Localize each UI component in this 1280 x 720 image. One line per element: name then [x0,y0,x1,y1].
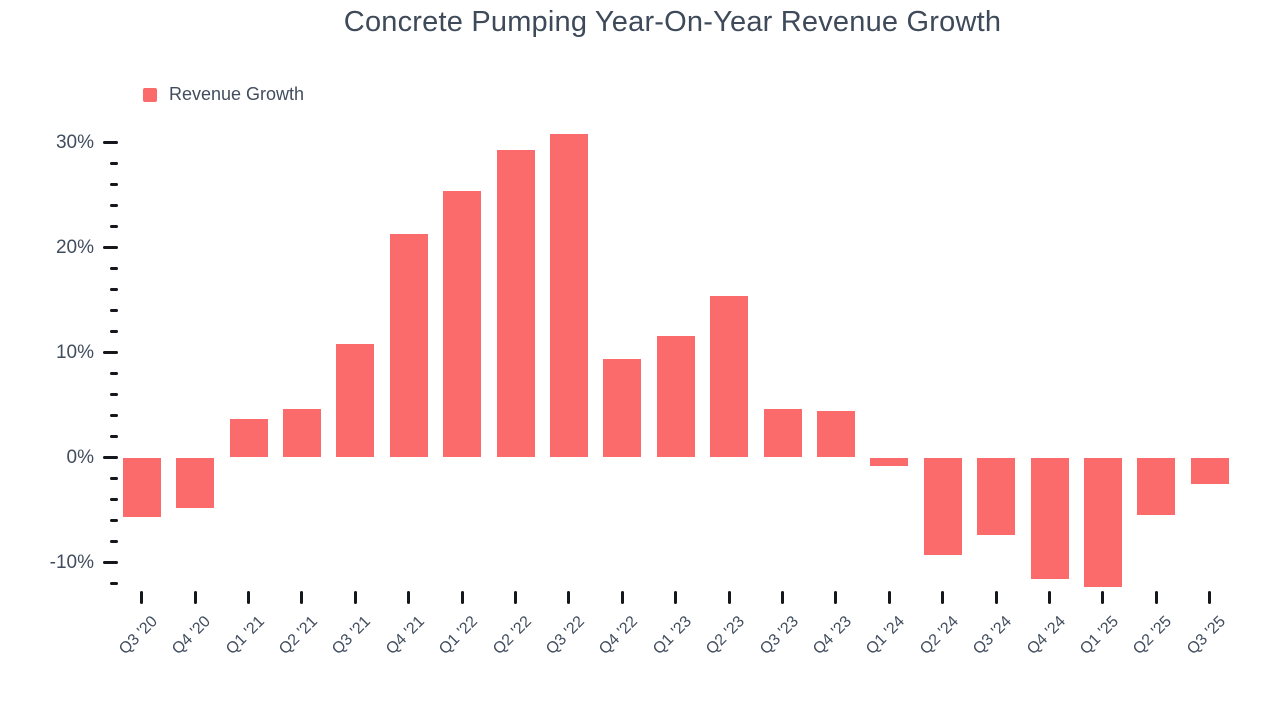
x-axis-tick [781,591,784,604]
x-axis-tick [193,591,197,604]
x-axis-tick-label: Q1 '21 [222,613,268,659]
x-axis-tick-label: Q2 '24 [916,613,962,659]
y-axis-major-tick [103,351,118,354]
x-axis-tick-label: Q4 '23 [809,613,855,659]
x-axis-tick [247,591,250,604]
bar [229,418,268,458]
x-axis-tick-label: Q2 '25 [1130,613,1176,659]
bar [336,344,375,458]
bar [870,457,909,466]
x-axis-tick-label: Q3 '24 [970,613,1016,659]
x-axis-tick-label: Q1 '25 [1076,613,1122,659]
x-axis-tick-label: Q3 '21 [329,613,375,659]
x-axis-tick-label: Q2 '21 [275,613,321,659]
bar [389,233,428,458]
y-axis-minor-tick [110,330,118,333]
x-axis-tick-label: Q4 '21 [382,613,428,659]
x-axis-tick-label: Q4 '22 [596,613,642,659]
y-axis-tick-label: 30% [55,131,94,153]
x-axis-tick [941,591,945,604]
y-axis-tick-label: 20% [55,236,94,258]
x-axis-tick-label: Q4 '24 [1023,613,1069,659]
y-axis-minor-tick [110,498,118,501]
x-axis-tick [1154,591,1158,604]
bar [656,335,695,458]
y-axis-tick-label: -10% [49,551,94,573]
y-axis-minor-tick [110,414,118,417]
x-axis-tick [567,591,571,604]
x-axis-tick-label: Q1 '23 [649,613,695,659]
x-axis-tick-label: Q3 '25 [1183,613,1229,659]
bar [1083,457,1122,587]
bar [1030,457,1069,580]
legend-swatch-icon [143,87,157,102]
y-axis-minor-tick [110,225,118,228]
y-axis-major-tick [103,141,118,144]
legend: Revenue Growth [143,84,304,105]
bar [923,457,962,556]
x-axis-tick-label: Q1 '24 [863,613,909,659]
x-axis-tick [460,591,464,604]
x-axis-tick-label: Q3 '23 [756,613,802,659]
bar [549,134,588,458]
y-axis-minor-tick [110,267,118,270]
x-axis-tick [1101,591,1105,604]
y-axis-minor-tick [110,309,118,312]
y-axis-minor-tick [110,393,118,396]
legend-label: Revenue Growth [169,84,305,104]
bar [122,457,161,518]
y-axis-minor-tick [110,162,118,165]
y-axis-minor-tick [110,288,118,291]
y-axis-minor-tick [110,477,118,480]
y-axis-minor-tick [110,519,118,522]
y-axis-major-tick [103,561,118,564]
y-axis-tick-label: 0% [66,446,94,468]
x-axis-tick [1048,591,1051,604]
x-axis-tick [300,591,304,604]
bar [710,295,749,458]
x-axis-tick [407,591,411,604]
x-axis-tick-label: Q1 '22 [436,613,482,659]
chart-title: Concrete Pumping Year-On-Year Revenue Gr… [343,6,1002,38]
x-axis-tick [1208,591,1212,604]
x-axis-tick [674,591,678,604]
y-axis-minor-tick [110,435,118,438]
x-axis-tick [887,591,891,604]
x-axis-tick [514,591,517,604]
x-axis-tick [140,591,144,604]
x-axis-tick [994,591,998,604]
x-axis-tick-label: Q2 '22 [489,613,535,659]
x-axis-tick [727,591,731,604]
bar [1190,457,1229,484]
y-axis-minor-tick [110,540,118,543]
y-axis-major-tick [103,456,118,459]
y-axis-minor-tick [110,372,118,375]
y-axis-minor-tick [110,183,118,186]
x-axis-tick-label: Q2 '23 [703,613,749,659]
x-axis-tick-label: Q3 '22 [542,613,588,659]
x-axis-tick [353,591,357,604]
x-axis-tick-label: Q4 '20 [169,613,215,659]
y-axis-tick-label: 10% [55,341,94,363]
y-axis-minor-tick [110,582,118,585]
y-axis-minor-tick [110,204,118,207]
bar [816,411,855,458]
y-axis-major-tick [103,246,118,249]
bar [282,409,321,458]
bar [763,409,802,458]
x-axis-tick-label: Q3 '20 [115,613,161,659]
bar [603,358,642,458]
x-axis-tick [620,591,624,604]
x-axis-tick [834,591,838,604]
bar [176,457,215,508]
bar [977,457,1016,536]
bar [496,149,535,458]
bar [443,190,482,458]
bar [1137,457,1176,516]
